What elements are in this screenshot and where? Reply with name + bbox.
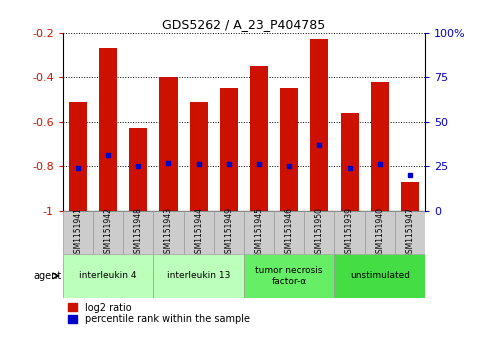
Bar bbox=[401, 182, 419, 211]
Text: tumor necrosis
factor-α: tumor necrosis factor-α bbox=[256, 266, 323, 286]
Bar bbox=[244, 254, 334, 298]
Bar bbox=[189, 102, 208, 211]
Bar bbox=[159, 77, 178, 211]
Text: GSM1151939: GSM1151939 bbox=[345, 207, 354, 258]
Bar bbox=[123, 211, 154, 254]
Bar bbox=[341, 113, 358, 211]
Text: GSM1151944: GSM1151944 bbox=[194, 207, 203, 258]
Text: GSM1151941: GSM1151941 bbox=[73, 207, 83, 258]
Bar bbox=[371, 82, 389, 211]
Bar bbox=[93, 211, 123, 254]
Text: unstimulated: unstimulated bbox=[350, 272, 410, 280]
Bar bbox=[63, 254, 154, 298]
Text: GSM1151945: GSM1151945 bbox=[255, 207, 264, 258]
Text: agent: agent bbox=[33, 271, 61, 281]
Bar bbox=[220, 88, 238, 211]
Bar bbox=[213, 211, 244, 254]
Text: GSM1151943: GSM1151943 bbox=[164, 207, 173, 258]
Bar bbox=[334, 254, 425, 298]
Bar bbox=[304, 211, 334, 254]
Bar bbox=[154, 254, 244, 298]
Bar bbox=[99, 48, 117, 211]
Bar bbox=[69, 102, 87, 211]
Bar bbox=[129, 128, 147, 211]
Bar bbox=[334, 211, 365, 254]
Text: GSM1151950: GSM1151950 bbox=[315, 207, 324, 258]
Text: GSM1151940: GSM1151940 bbox=[375, 207, 384, 258]
Text: interleukin 4: interleukin 4 bbox=[79, 272, 137, 280]
Bar bbox=[250, 66, 268, 211]
Text: GSM1151947: GSM1151947 bbox=[405, 207, 414, 258]
Bar bbox=[184, 211, 213, 254]
Bar bbox=[63, 211, 93, 254]
Text: GSM1151949: GSM1151949 bbox=[224, 207, 233, 258]
Bar bbox=[280, 88, 298, 211]
Text: GSM1151948: GSM1151948 bbox=[134, 207, 143, 258]
Text: GSM1151946: GSM1151946 bbox=[284, 207, 294, 258]
Text: GSM1151942: GSM1151942 bbox=[103, 207, 113, 258]
Bar bbox=[365, 211, 395, 254]
Bar bbox=[154, 211, 184, 254]
Legend: log2 ratio, percentile rank within the sample: log2 ratio, percentile rank within the s… bbox=[68, 302, 250, 325]
Bar bbox=[395, 211, 425, 254]
Bar bbox=[311, 39, 328, 211]
Text: interleukin 13: interleukin 13 bbox=[167, 272, 230, 280]
Title: GDS5262 / A_23_P404785: GDS5262 / A_23_P404785 bbox=[162, 19, 326, 32]
Bar bbox=[274, 211, 304, 254]
Bar bbox=[244, 211, 274, 254]
